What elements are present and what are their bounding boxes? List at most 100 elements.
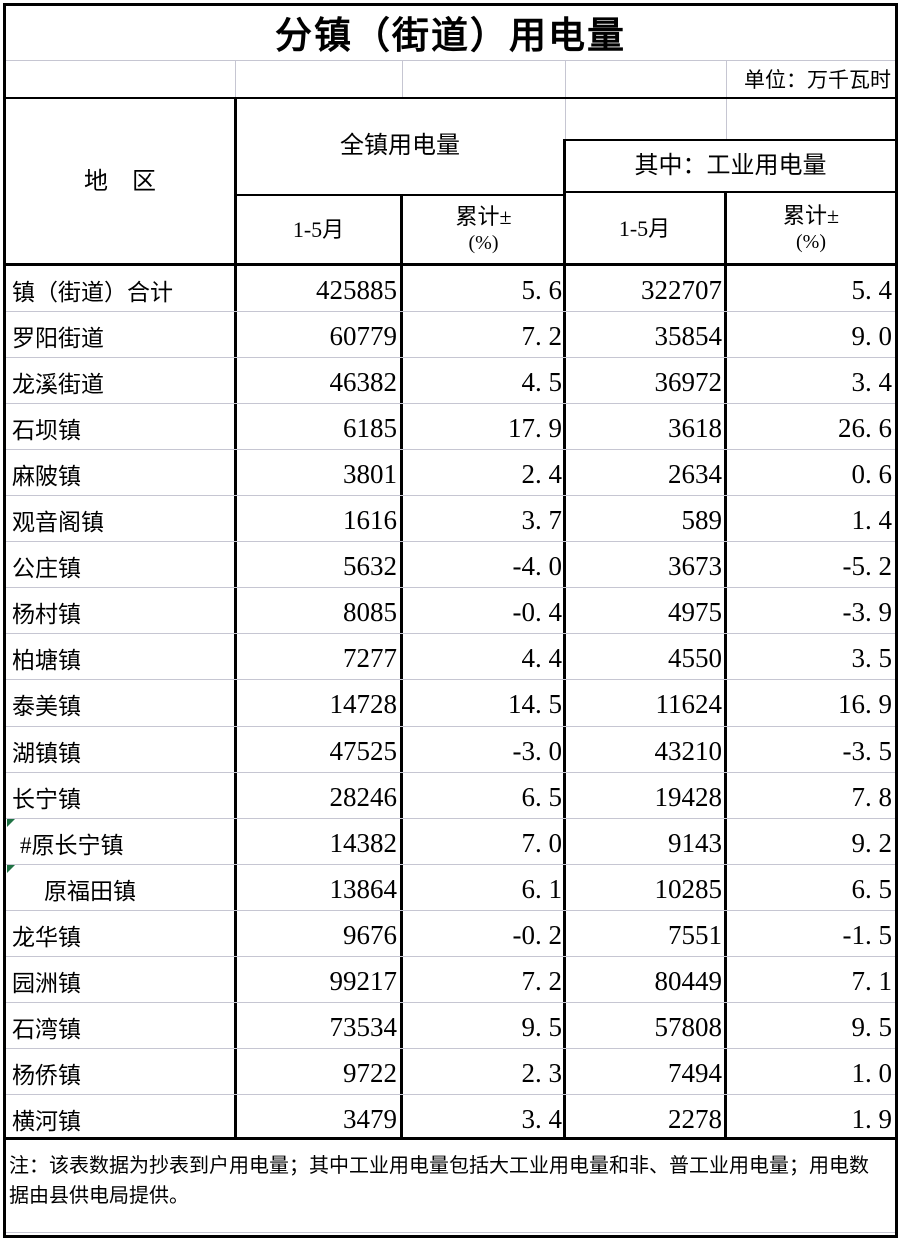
total-cum-cell: 17. 9 xyxy=(508,413,562,444)
industry-value-cell: 4550 xyxy=(668,643,722,674)
total-value-cell: 14728 xyxy=(329,689,398,720)
region-cell: 公庄镇 xyxy=(12,556,81,582)
industry-cum-cell: 7. 8 xyxy=(851,781,893,812)
industry-box-top-border xyxy=(563,139,898,141)
industry-cum-cell: 6. 5 xyxy=(851,873,893,904)
industry-value-cell: 2634 xyxy=(668,459,722,490)
region-cell: 杨村镇 xyxy=(12,602,81,628)
page-title: 分镇（街道）用电量 xyxy=(275,16,626,57)
industry-group-header: 其中：工业用电量 xyxy=(634,153,827,179)
region-cell: 横河镇 xyxy=(12,1108,81,1134)
industry-period-header: 1-5月 xyxy=(618,215,671,241)
column-border xyxy=(563,139,566,1140)
header-top-border xyxy=(3,97,898,99)
total-value-cell: 28246 xyxy=(329,781,398,812)
industry-cum-cell: 9. 0 xyxy=(851,321,893,352)
column-border xyxy=(724,191,727,1140)
row-divider xyxy=(6,955,895,957)
cell-flag-icon xyxy=(7,818,15,827)
row-divider xyxy=(6,495,895,497)
industry-value-cell: 10285 xyxy=(654,873,723,904)
row-divider xyxy=(6,909,895,911)
total-cum-cell: -0. 2 xyxy=(512,919,563,950)
region-cell: 湖镇镇 xyxy=(12,740,81,766)
row-divider xyxy=(6,771,895,773)
total-value-cell: 7277 xyxy=(343,643,397,674)
industry-value-cell: 43210 xyxy=(654,735,723,766)
total-cum-header-label: 累计± xyxy=(455,204,512,230)
total-value-cell: 73534 xyxy=(329,1011,398,1042)
industry-value-cell: 35854 xyxy=(654,321,723,352)
industry-cum-cell: 1. 0 xyxy=(851,1057,893,1088)
total-group-header: 全镇用电量 xyxy=(340,132,460,159)
total-cum-cell: 9. 5 xyxy=(521,1011,563,1042)
region-column-header: 地 区 xyxy=(84,168,156,195)
total-value-cell: 5632 xyxy=(343,551,397,582)
row-divider xyxy=(6,587,895,589)
region-cell: #原长宁镇 xyxy=(20,832,124,858)
region-cell: 园洲镇 xyxy=(12,970,81,996)
industry-value-cell: 3673 xyxy=(668,551,722,582)
total-group-bottom-border xyxy=(235,194,565,196)
industry-cum-cell: -5. 2 xyxy=(842,551,893,582)
total-cum-cell: -3. 0 xyxy=(512,735,563,766)
region-cell: 原福田镇 xyxy=(44,878,136,904)
unit-label: 单位：万千瓦时 xyxy=(744,68,891,92)
total-value-cell: 9676 xyxy=(343,919,397,950)
row-divider xyxy=(6,633,895,635)
industry-cum-header: 累计± (%) xyxy=(727,195,895,262)
region-cell: 石坝镇 xyxy=(12,418,81,444)
total-value-cell: 46382 xyxy=(329,367,398,398)
total-cum-cell: 4. 5 xyxy=(521,367,563,398)
cell-flag-icon xyxy=(7,864,15,873)
industry-value-cell: 4975 xyxy=(668,597,722,628)
total-cum-cell: 4. 4 xyxy=(521,643,563,674)
industry-value-cell: 3618 xyxy=(668,413,722,444)
region-cell: 龙华镇 xyxy=(12,924,81,950)
industry-cum-header-unit: (%) xyxy=(796,230,826,253)
column-border xyxy=(400,194,403,1140)
industry-value-cell: 9143 xyxy=(668,827,722,858)
industry-value-cell: 589 xyxy=(681,505,723,536)
industry-cum-header-label: 累计± xyxy=(782,203,840,229)
total-value-cell: 99217 xyxy=(329,965,398,996)
industry-cum-cell: -3. 5 xyxy=(842,735,893,766)
row-divider xyxy=(6,863,895,865)
region-cell: 观音阁镇 xyxy=(12,510,104,536)
industry-value-cell: 2278 xyxy=(668,1103,722,1134)
industry-cum-cell: 16. 9 xyxy=(838,689,892,720)
industry-box-bottom-border xyxy=(563,191,898,193)
row-divider xyxy=(6,311,895,313)
total-cum-cell: 6. 5 xyxy=(521,781,563,812)
total-value-cell: 1616 xyxy=(343,505,397,536)
gridline xyxy=(726,60,727,139)
industry-cum-cell: 0. 6 xyxy=(851,459,893,490)
total-value-cell: 47525 xyxy=(329,735,398,766)
row-divider xyxy=(6,357,895,359)
industry-value-cell: 19428 xyxy=(654,781,723,812)
industry-value-cell: 80449 xyxy=(654,965,723,996)
industry-cum-cell: 26. 6 xyxy=(838,413,892,444)
industry-cum-cell: 7. 1 xyxy=(851,965,893,996)
total-period-header: 1-5月 xyxy=(292,216,345,242)
total-value-cell: 3479 xyxy=(343,1103,397,1134)
footnote: 注：该表数据为抄表到户用电量；其中工业用电量包括大工业用电量和非、普工业用电量；… xyxy=(9,1151,897,1211)
row-divider xyxy=(6,1093,895,1095)
total-cum-cell: 7. 0 xyxy=(521,827,563,858)
total-cum-cell: 2. 4 xyxy=(521,459,563,490)
industry-value-cell: 7551 xyxy=(668,919,722,950)
total-cum-cell: 5. 6 xyxy=(521,275,563,305)
industry-value-cell: 36972 xyxy=(654,367,723,398)
gridline xyxy=(402,60,403,97)
total-cum-cell: 14. 5 xyxy=(508,689,562,720)
footnote-line-2: 据由县供电局提供。 xyxy=(9,1185,189,1207)
region-cell: 杨侨镇 xyxy=(12,1062,81,1088)
region-cell: 长宁镇 xyxy=(12,786,81,812)
total-value-cell: 13864 xyxy=(329,873,398,904)
industry-value-cell: 7494 xyxy=(668,1057,722,1088)
total-value-cell: 9722 xyxy=(343,1057,397,1088)
row-divider xyxy=(6,449,895,451)
industry-value-cell: 322707 xyxy=(641,275,722,305)
total-cum-cell: 3. 4 xyxy=(521,1103,563,1134)
industry-cum-cell: 3. 5 xyxy=(851,643,893,674)
